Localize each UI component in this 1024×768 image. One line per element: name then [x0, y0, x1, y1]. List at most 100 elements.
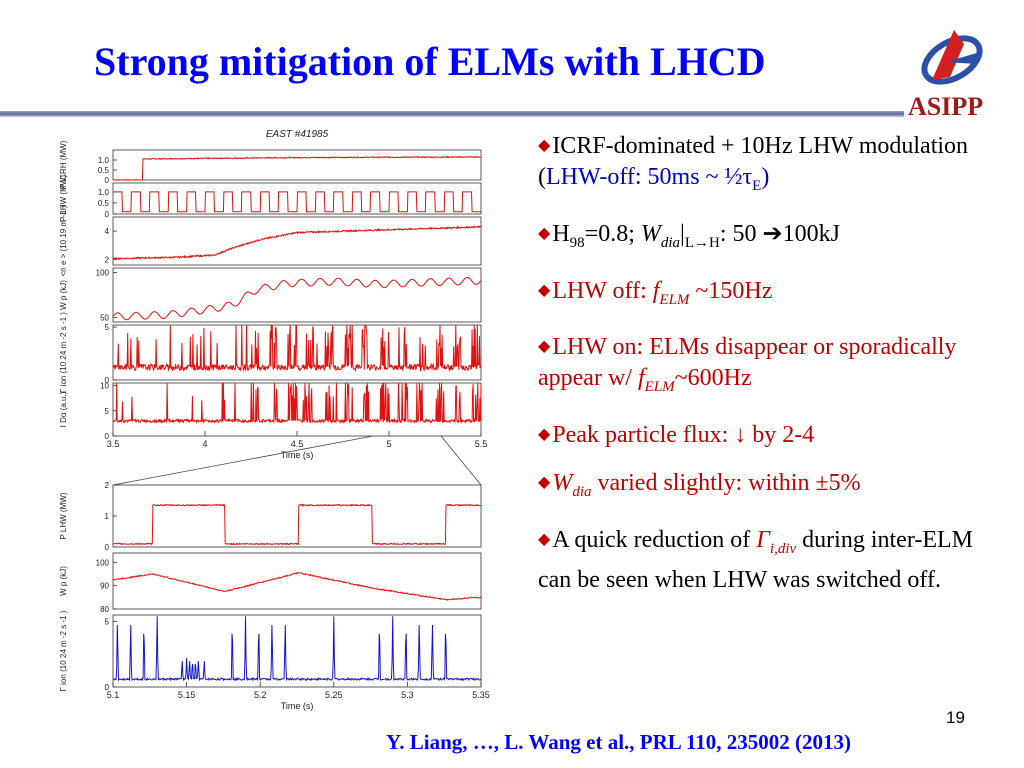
panel-ylabel: P LHW (MW) [59, 492, 68, 539]
bullet-diamond-icon: ◆ [538, 137, 551, 154]
panel-frame [112, 614, 482, 688]
ylabel-part: e [59, 258, 68, 265]
bullet-diamond-icon: ◆ [538, 338, 551, 356]
ylabel-part: m [59, 340, 68, 349]
data-trace [113, 191, 481, 213]
ylabel-part: I [59, 423, 68, 427]
panel-ylabel: Γ ion (10 24 m -2 s -1 ) [59, 610, 68, 691]
y-tick-label: 0 [105, 543, 110, 552]
ylabel-part: Dα [59, 410, 68, 423]
ylabel-part: LHW [59, 512, 68, 532]
ylabel-part: <n [59, 265, 68, 276]
east-41985-figure: EAST #41985 P ICRH (MW) 1.0 0.5 0 P LHW (MW) 1… [59, 129, 490, 711]
panel-ylabel: W p (kJ) [59, 566, 68, 596]
x-tick-label: 5.2 [254, 690, 267, 700]
x-tick-label: 4 [202, 439, 207, 449]
x-tick-label: 4.5 [291, 439, 304, 449]
x-tick-label: 5.25 [325, 690, 343, 700]
panel-frame [112, 182, 482, 215]
ylabel-part: m [59, 638, 68, 647]
y-tick-label: 90 [100, 582, 109, 591]
x-axis-label: Time (s) [281, 701, 314, 711]
x-axis-label: Time (s) [281, 450, 314, 460]
ylabel-part: (10 [59, 238, 68, 252]
page-number: 19 [946, 708, 965, 727]
y-tick-label: 100 [96, 558, 110, 567]
ylabel-part: LHW [59, 195, 68, 215]
bullet-diamond-icon: ◆ [538, 224, 551, 242]
x-tick-label: 5.3 [401, 690, 414, 700]
asipp-logo-icon [921, 30, 983, 85]
y-tick-label: 5 [105, 618, 110, 627]
header-divider [0, 111, 904, 117]
ylabel-part: ICRH [59, 160, 68, 182]
y-tick-label: 0 [105, 683, 110, 692]
panel-frame [112, 267, 482, 323]
bullet-text: Γ [756, 526, 770, 553]
ylabel-part: (a.u.) [59, 391, 68, 410]
y-tick-label: 1.0 [98, 188, 110, 197]
bullet-text: ~150Hz [689, 277, 773, 304]
y-tick-label: 2 [105, 255, 110, 264]
data-trace [112, 225, 482, 261]
panel-ylabel: I Dα (a.u.) [59, 391, 68, 427]
ylabel-part: -2 [59, 629, 68, 638]
panel-frame [112, 484, 482, 548]
bullet-item: ◆ICRF-dominated + 10Hz LHW modulation (L… [538, 130, 1008, 202]
slide-title: Strong mitigation of ELMs with LHCD [94, 39, 766, 84]
ylabel-part: > [59, 251, 68, 258]
y-tick-label: 10 [100, 382, 109, 391]
ylabel-part: -1 [59, 315, 68, 324]
bullet-text: =0.8; [584, 220, 641, 247]
x-tick-label: 5.5 [475, 439, 488, 449]
bullet-text: E [752, 177, 762, 194]
y-tick-label: 0.5 [98, 199, 110, 208]
bullet-text: Peak particle flux: ↓ by 2-4 [552, 422, 815, 449]
bullet-text: dia [660, 234, 681, 251]
panel-ylabel: <n e > (10 19 m -3 ) [59, 205, 68, 276]
bullet-text: 98 [569, 234, 585, 251]
y-tick-label: 100 [96, 269, 110, 278]
bullet-item: ◆H98=0.8; Wdia|L→H: 50 ➔100kJ [538, 218, 1008, 259]
data-trace [112, 276, 482, 321]
panel-ylabel: P ICRH (MW) [59, 140, 68, 189]
bullet-text: varied slightly: within ±5% [591, 470, 861, 497]
bullet-item: ◆LHW on: ELMs disappear or sporadically … [538, 331, 1008, 403]
bullet-item: ◆Peak particle flux: ↓ by 2-4 [538, 419, 1008, 451]
bullet-list: ◆ICRF-dominated + 10Hz LHW modulation (L… [538, 130, 1008, 596]
ylabel-part: -3 [59, 208, 68, 217]
bullet-text: ~600Hz [674, 365, 752, 392]
ylabel-part: s [59, 623, 68, 629]
bullet-text: ICRF-dominated + 10Hz LHW modulation ( [538, 133, 969, 190]
panel-frame [112, 552, 482, 610]
panel-ylabel: P LHW (MW) [59, 175, 68, 222]
ylabel-part: p [59, 579, 68, 586]
ylabel-part: (MW) [59, 492, 68, 512]
bullet-diamond-icon: ◆ [538, 474, 551, 492]
ylabel-part: (10 [59, 658, 68, 672]
bullet-text: W [552, 470, 573, 497]
ylabel-part: (MW) [59, 175, 68, 195]
bullet-text: : 50 ➔100kJ [719, 220, 840, 247]
y-tick-label: 4 [105, 227, 110, 236]
bullet-text: W [640, 220, 661, 247]
bullet-text: f [652, 277, 660, 304]
bullet-text: LHW-off: 50ms ~ ½τ [546, 164, 753, 190]
bullet-text: ELM [644, 379, 675, 396]
ylabel-part: (MW) [59, 140, 68, 160]
y-tick-label: 0 [105, 376, 110, 385]
ylabel-part: (kJ) [59, 280, 68, 294]
chart-title: EAST #41985 [266, 129, 329, 140]
x-tick-label: 5.35 [472, 690, 490, 700]
zoom-connector [112, 435, 374, 486]
bullet-diamond-icon: ◆ [538, 530, 551, 548]
ylabel-part: -1 [59, 613, 68, 622]
x-tick-label: 5 [386, 439, 391, 449]
bullet-text: L→H [684, 234, 720, 251]
bullet-text: A quick reduction of [552, 526, 757, 553]
ylabel-part: (kJ) [59, 566, 68, 580]
ylabel-part: W [59, 300, 68, 310]
panel-ylabel: Γ ion (10 24 m -2 s -1 ) [59, 312, 68, 393]
bullet-item: ◆LHW off: fELM ~150Hz [538, 275, 1008, 316]
ylabel-part: 24 [59, 349, 68, 360]
